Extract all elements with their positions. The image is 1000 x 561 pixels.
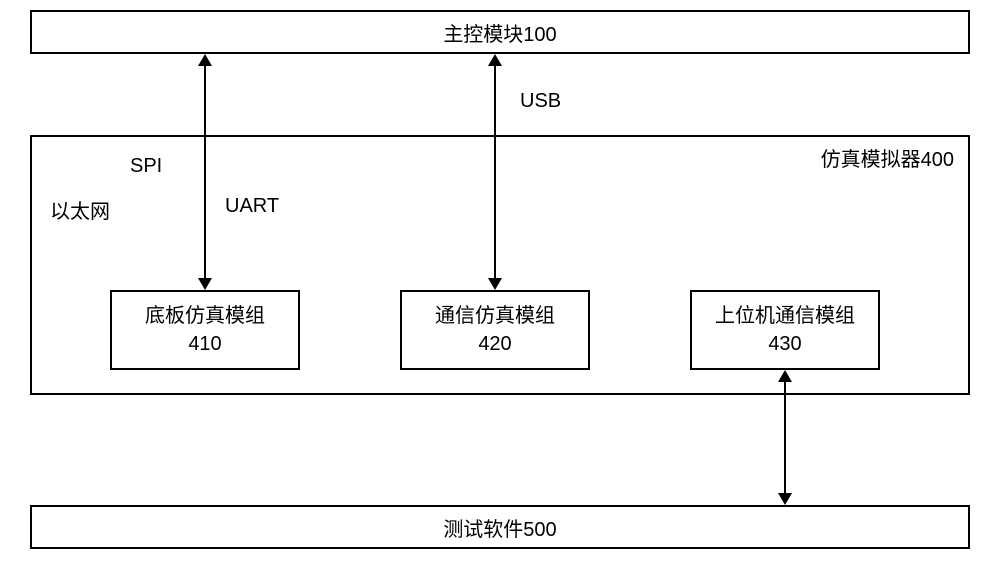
simulator-container-label: 仿真模拟器400 <box>821 143 954 172</box>
comm-sim-module-line1: 通信仿真模组 <box>435 302 555 330</box>
main-control-module-box: 主控模块100 <box>30 10 970 54</box>
baseboard-sim-module-box: 底板仿真模组 410 <box>110 290 300 370</box>
arrow-top-to-420 <box>495 54 496 290</box>
comm-sim-module-line2: 420 <box>478 330 511 358</box>
test-software-label: 测试软件500 <box>443 513 556 542</box>
main-control-module-label: 主控模块100 <box>443 18 556 47</box>
usb-label: USB <box>520 90 561 113</box>
arrow-top-to-410 <box>205 54 206 290</box>
spi-label: SPI <box>130 155 162 178</box>
arrow-430-to-bottom <box>785 370 786 505</box>
baseboard-sim-module-line1: 底板仿真模组 <box>145 302 265 330</box>
ethernet-label: 以太网 <box>50 195 110 224</box>
host-comm-module-line2: 430 <box>768 330 801 358</box>
host-comm-module-line1: 上位机通信模组 <box>715 302 855 330</box>
test-software-box: 测试软件500 <box>30 505 970 549</box>
baseboard-sim-module-line2: 410 <box>188 330 221 358</box>
comm-sim-module-box: 通信仿真模组 420 <box>400 290 590 370</box>
uart-label: UART <box>225 195 279 218</box>
host-comm-module-box: 上位机通信模组 430 <box>690 290 880 370</box>
